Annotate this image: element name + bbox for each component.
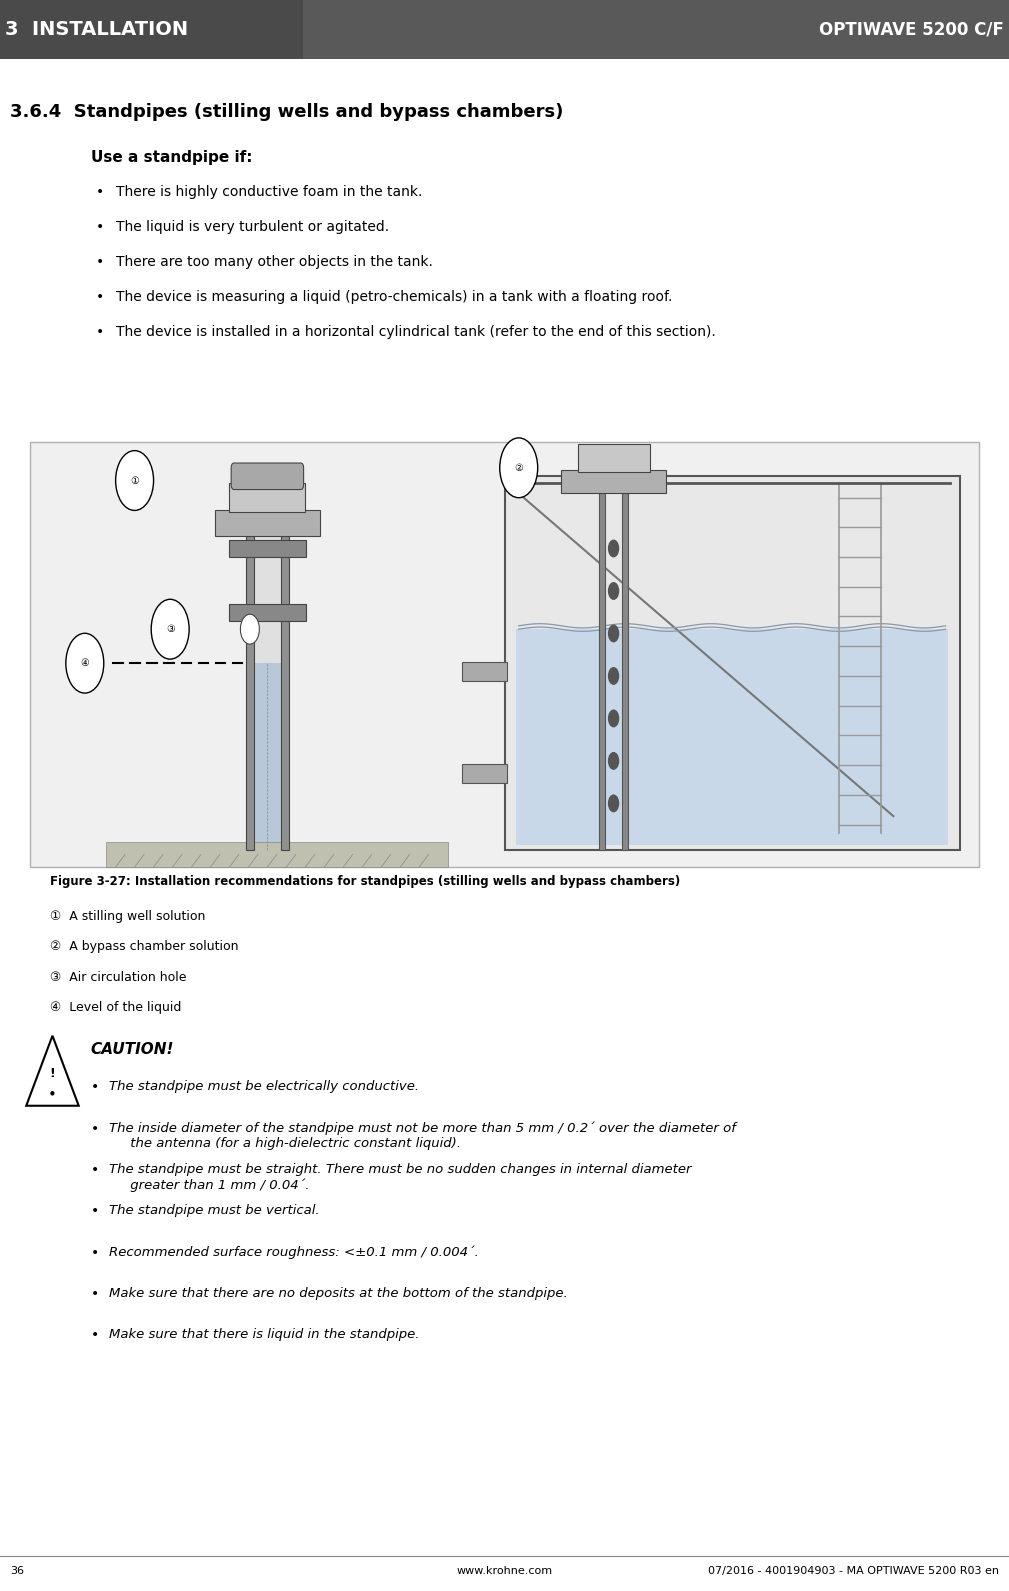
Text: ①  A stilling well solution: ① A stilling well solution	[50, 910, 206, 923]
Text: ②  A bypass chamber solution: ② A bypass chamber solution	[50, 940, 239, 953]
Text: 3.6.4  Standpipes (stilling wells and bypass chambers): 3.6.4 Standpipes (stilling wells and byp…	[10, 103, 563, 121]
Text: OPTIWAVE 5200 C/F: OPTIWAVE 5200 C/F	[819, 21, 1004, 38]
Text: Make sure that there is liquid in the standpipe.: Make sure that there is liquid in the st…	[109, 1328, 420, 1341]
Text: •: •	[96, 290, 104, 304]
Bar	[30, 442, 979, 867]
Text: •: •	[96, 325, 104, 339]
Text: Recommended surface roughness: <±0.1 mm / 0.004´.: Recommended surface roughness: <±0.1 mm …	[109, 1246, 479, 1258]
Text: •: •	[91, 1328, 99, 1343]
Text: Figure 3-27: Installation recommendations for standpipes (stilling wells and byp: Figure 3-27: Installation recommendation…	[50, 875, 681, 888]
Text: ④  Level of the liquid: ④ Level of the liquid	[50, 1001, 182, 1013]
Text: The standpipe must be electrically conductive.: The standpipe must be electrically condu…	[109, 1080, 419, 1093]
Bar	[0, 0, 1009, 59]
Text: The inside diameter of the standpipe must not be more than 5 mm / 0.2´ over the : The inside diameter of the standpipe mus…	[109, 1122, 736, 1150]
Bar	[215, 511, 320, 536]
Circle shape	[607, 539, 620, 557]
Bar	[282, 536, 289, 850]
Text: •: •	[96, 255, 104, 269]
Text: •: •	[96, 220, 104, 234]
Text: The device is measuring a liquid (petro-chemicals) in a tank with a floating roo: The device is measuring a liquid (petro-…	[116, 290, 672, 304]
Bar	[462, 662, 508, 681]
Text: !: !	[49, 1068, 55, 1080]
Bar	[253, 536, 282, 663]
Text: 36: 36	[10, 1566, 24, 1575]
Circle shape	[607, 710, 620, 727]
Bar	[516, 628, 948, 845]
Text: www.krohne.com: www.krohne.com	[456, 1566, 553, 1575]
Text: ①: ①	[130, 476, 139, 485]
Text: ③  Air circulation hole: ③ Air circulation hole	[50, 971, 187, 983]
Text: ②: ②	[515, 463, 523, 473]
Text: ③: ③	[165, 624, 175, 635]
Text: •: •	[91, 1287, 99, 1301]
Text: There are too many other objects in the tank.: There are too many other objects in the …	[116, 255, 433, 269]
Text: There is highly conductive foam in the tank.: There is highly conductive foam in the t…	[116, 185, 423, 199]
Polygon shape	[26, 1036, 79, 1106]
Bar	[623, 485, 628, 850]
Bar	[253, 663, 282, 850]
Circle shape	[66, 633, 104, 694]
Bar	[561, 469, 666, 493]
Text: •: •	[91, 1204, 99, 1219]
Bar	[106, 842, 448, 867]
Text: 3  INSTALLATION: 3 INSTALLATION	[5, 21, 188, 38]
Circle shape	[240, 614, 259, 644]
Circle shape	[116, 450, 153, 511]
Bar	[229, 603, 306, 620]
Text: •: •	[91, 1246, 99, 1260]
Text: CAUTION!: CAUTION!	[91, 1042, 175, 1056]
Text: ④: ④	[81, 659, 89, 668]
Text: •: •	[91, 1163, 99, 1177]
Circle shape	[607, 667, 620, 684]
Circle shape	[607, 625, 620, 643]
Text: The liquid is very turbulent or agitated.: The liquid is very turbulent or agitated…	[116, 220, 389, 234]
Text: ●: ●	[50, 1090, 54, 1096]
Text: The device is installed in a horizontal cylindrical tank (refer to the end of th: The device is installed in a horizontal …	[116, 325, 715, 339]
Circle shape	[499, 438, 538, 498]
Bar	[229, 539, 306, 557]
Text: The standpipe must be vertical.: The standpipe must be vertical.	[109, 1204, 320, 1217]
Circle shape	[607, 794, 620, 813]
Circle shape	[607, 753, 620, 770]
Text: 07/2016 - 4001904903 - MA OPTIWAVE 5200 R03 en: 07/2016 - 4001904903 - MA OPTIWAVE 5200 …	[708, 1566, 999, 1575]
Text: •: •	[91, 1080, 99, 1095]
Bar	[229, 482, 306, 512]
Bar	[599, 485, 605, 850]
Bar	[577, 444, 650, 473]
Bar	[246, 536, 253, 850]
Circle shape	[607, 582, 620, 600]
Text: •: •	[96, 185, 104, 199]
Bar	[504, 476, 960, 850]
Text: •: •	[91, 1122, 99, 1136]
Bar	[462, 764, 508, 783]
FancyBboxPatch shape	[231, 463, 304, 490]
Text: Make sure that there are no deposits at the bottom of the standpipe.: Make sure that there are no deposits at …	[109, 1287, 568, 1300]
Text: The standpipe must be straight. There must be no sudden changes in internal diam: The standpipe must be straight. There mu…	[109, 1163, 691, 1192]
Circle shape	[151, 600, 189, 659]
Text: Use a standpipe if:: Use a standpipe if:	[91, 150, 252, 164]
Bar	[0, 0, 303, 59]
